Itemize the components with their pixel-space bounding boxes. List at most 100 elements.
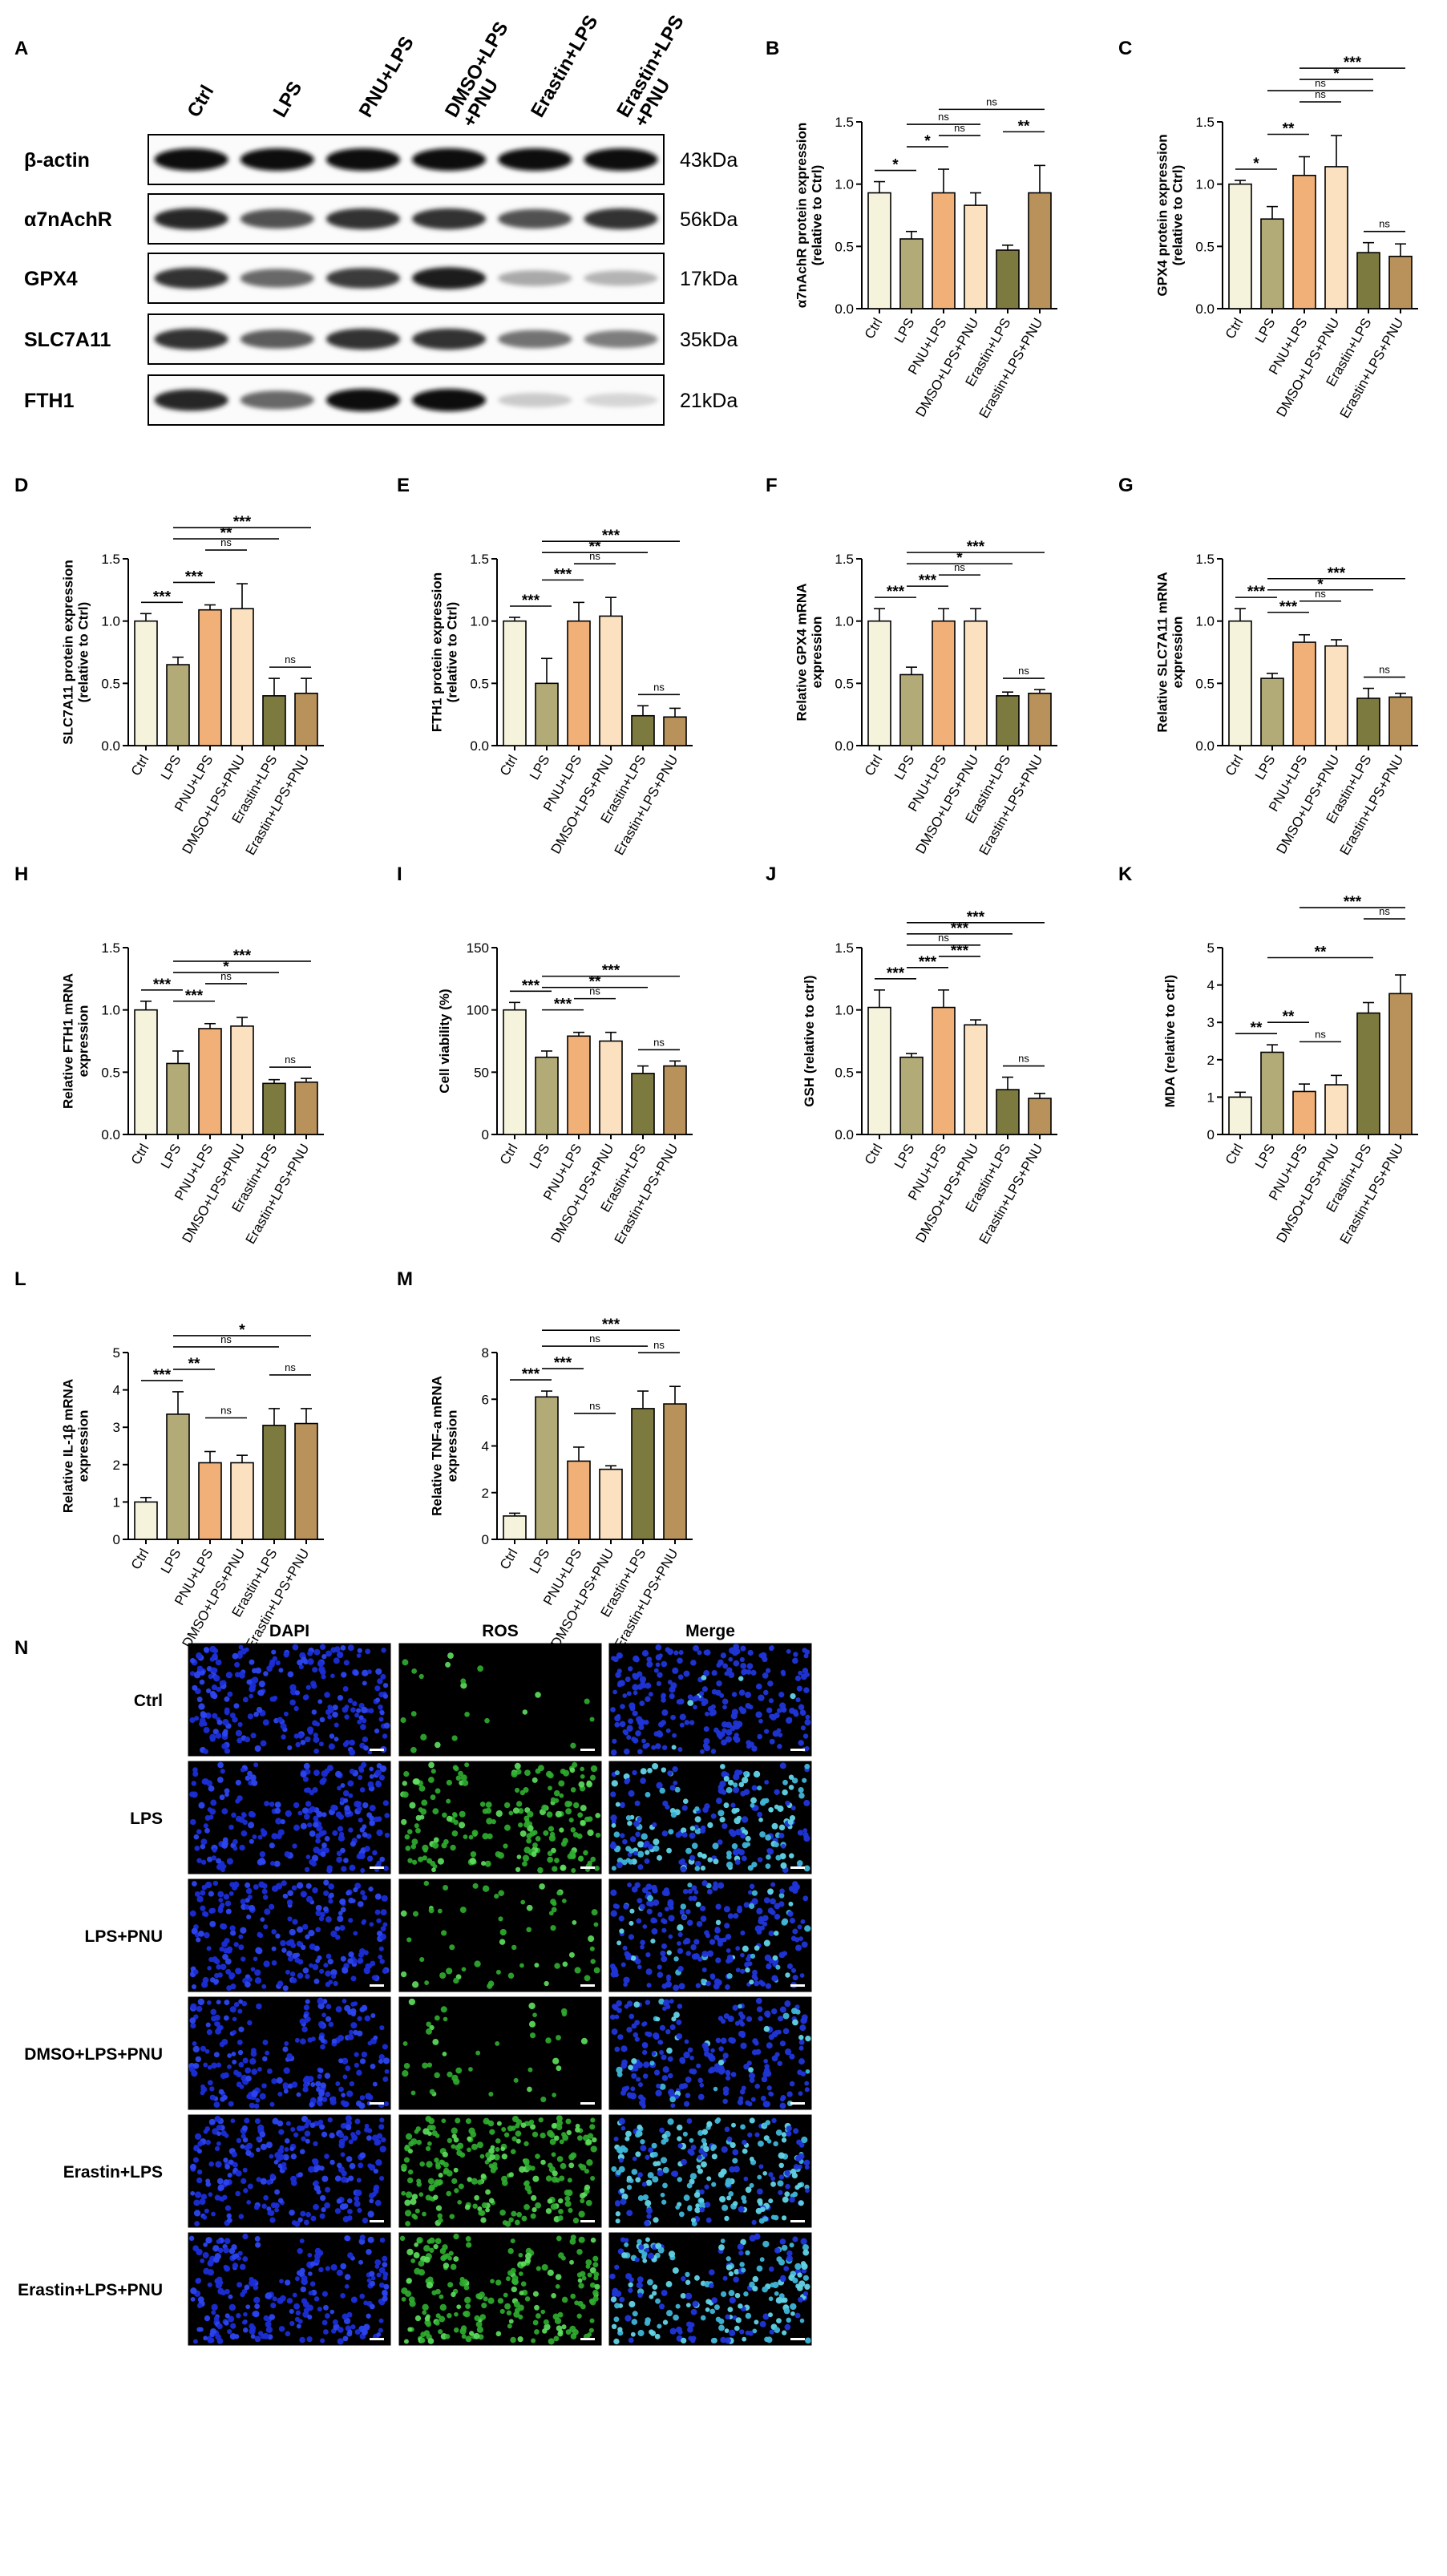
cell bbox=[287, 1671, 294, 1678]
cell bbox=[361, 2328, 368, 2335]
cell bbox=[309, 2122, 316, 2129]
cell bbox=[677, 1746, 683, 1752]
cell bbox=[328, 1899, 333, 1904]
cell bbox=[511, 2125, 516, 2131]
cell bbox=[439, 1971, 447, 1980]
cell bbox=[642, 1924, 648, 1929]
cell bbox=[519, 1963, 524, 1968]
significance-label: *** bbox=[233, 514, 252, 531]
cell bbox=[756, 2006, 763, 2012]
cell bbox=[237, 2250, 243, 2256]
scale-bar bbox=[790, 2338, 805, 2340]
cell bbox=[725, 1736, 732, 1743]
cell bbox=[667, 1770, 673, 1777]
blot-lane-labels: Ctrl LPS PNU+LPS DMSO+LPS+PNU Erastin+LPS Era… bbox=[183, 11, 688, 131]
cell bbox=[779, 1853, 786, 1860]
cell bbox=[783, 2266, 790, 2272]
cell bbox=[246, 1679, 253, 1685]
cell bbox=[277, 1717, 283, 1723]
cell bbox=[622, 1945, 628, 1951]
y-axis-label-line: Relative FTH1 mRNA bbox=[61, 973, 76, 1109]
scale-bar bbox=[370, 1984, 384, 1987]
cell bbox=[306, 1726, 314, 1733]
cell bbox=[355, 2129, 361, 2136]
significance-label: *** bbox=[602, 1316, 620, 1333]
cell bbox=[773, 2141, 778, 2147]
cell bbox=[693, 1705, 697, 1710]
cell bbox=[511, 2136, 517, 2142]
cell bbox=[373, 2168, 379, 2174]
cell bbox=[293, 1705, 299, 1712]
cell bbox=[237, 1721, 243, 1728]
y-tick-label: 0.0 bbox=[470, 738, 489, 754]
cell bbox=[321, 2175, 329, 2182]
cell bbox=[513, 2311, 520, 2318]
cell bbox=[344, 1740, 350, 1745]
cell bbox=[202, 1976, 209, 1984]
cell bbox=[506, 2310, 512, 2316]
cell bbox=[711, 2153, 717, 2160]
cell bbox=[227, 2064, 232, 2069]
blot-band bbox=[240, 390, 314, 410]
cell bbox=[214, 1972, 220, 1979]
cell bbox=[469, 2331, 475, 2336]
cell bbox=[370, 2275, 376, 2281]
cell bbox=[669, 2024, 676, 2031]
cell bbox=[344, 2283, 350, 2289]
cell bbox=[428, 1907, 435, 1914]
blot-size-label: 35kDa bbox=[680, 329, 738, 351]
cell bbox=[289, 1684, 297, 1691]
cell bbox=[540, 2159, 546, 2166]
cell bbox=[407, 2327, 413, 2332]
cell bbox=[805, 2035, 811, 2042]
y-tick-label: 0.5 bbox=[470, 676, 489, 691]
cell bbox=[765, 1983, 772, 1989]
cell bbox=[192, 2040, 197, 2046]
cell bbox=[495, 2040, 500, 2046]
blot-band bbox=[154, 208, 228, 230]
cell bbox=[435, 2164, 441, 2170]
cell bbox=[786, 2091, 793, 2097]
cell bbox=[626, 2000, 633, 2007]
cell bbox=[354, 2195, 360, 2202]
cell bbox=[297, 2247, 303, 2255]
cell bbox=[650, 1939, 656, 1944]
cell bbox=[232, 1652, 239, 1660]
cell bbox=[689, 1720, 695, 1725]
cell bbox=[793, 1883, 800, 1891]
cell bbox=[344, 2274, 351, 2280]
cell bbox=[357, 1719, 362, 1725]
cell bbox=[673, 2012, 680, 2019]
cell bbox=[230, 2323, 236, 2329]
cell bbox=[682, 1798, 689, 1805]
cell bbox=[779, 2040, 786, 2047]
cell bbox=[695, 2203, 701, 2208]
cell bbox=[690, 1660, 697, 1666]
cell bbox=[685, 1951, 691, 1956]
cell bbox=[337, 2034, 345, 2041]
cell bbox=[405, 2133, 413, 2140]
cell bbox=[712, 1842, 719, 1850]
cell bbox=[732, 1849, 739, 1856]
cell bbox=[749, 2117, 755, 2124]
cell bbox=[285, 2121, 291, 2126]
cell bbox=[799, 1709, 806, 1717]
cell bbox=[256, 1706, 263, 1713]
cell bbox=[216, 1863, 223, 1870]
y-tick-label: 0 bbox=[482, 1127, 489, 1142]
cell bbox=[224, 1900, 232, 1907]
cell bbox=[216, 1963, 222, 1970]
cell bbox=[567, 2178, 572, 2183]
cell bbox=[332, 1711, 338, 1718]
cell bbox=[239, 1844, 245, 1851]
cell bbox=[332, 1830, 338, 1836]
cell bbox=[283, 1711, 289, 1717]
cell bbox=[805, 2337, 811, 2344]
cell bbox=[576, 2135, 583, 2141]
blot-size-label: 43kDa bbox=[680, 149, 738, 172]
cell bbox=[337, 1652, 343, 1659]
cell bbox=[632, 2156, 637, 2161]
cell bbox=[427, 2131, 432, 2137]
cell bbox=[792, 1657, 798, 1664]
bar bbox=[166, 1413, 190, 1540]
